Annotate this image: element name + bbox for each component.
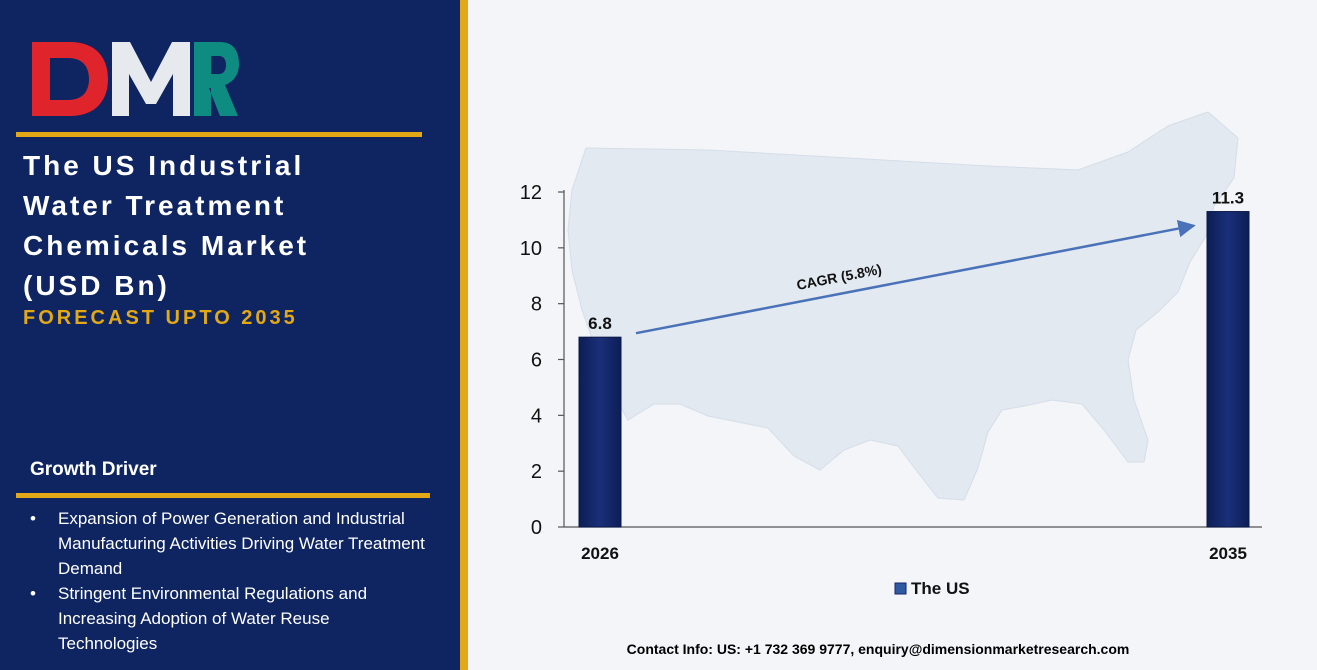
left-panel: The US Industrial Water Treatment Chemic… xyxy=(0,0,460,670)
list-item: • Expansion of Power Generation and Indus… xyxy=(30,506,430,581)
y-tick-label: 12 xyxy=(520,182,542,204)
title-line: The US Industrial xyxy=(23,150,305,181)
data-label: 6.8 xyxy=(588,314,612,333)
gold-divider xyxy=(460,0,468,670)
dmr-logo xyxy=(32,42,239,116)
title-line: Chemicals Market xyxy=(23,230,310,261)
growth-driver-rule xyxy=(16,493,430,498)
us-map-background xyxy=(567,111,1239,501)
x-tick-label: 2035 xyxy=(1209,544,1247,563)
growth-driver-list: • Expansion of Power Generation and Indus… xyxy=(30,506,430,656)
data-label: 11.3 xyxy=(1212,189,1244,208)
cagr-arrow xyxy=(635,219,1196,335)
y-tick-label: 2 xyxy=(531,461,542,483)
growth-driver-heading: Growth Driver xyxy=(30,459,157,480)
bullet-icon: • xyxy=(30,509,36,528)
y-tick-label: 6 xyxy=(531,350,542,372)
chart-area: 0 2 4 6 8 10 12 6.8 2026 11.3 2035 CAGR (5.8%) Th… xyxy=(468,0,1317,670)
page-title: The US Industrial Water Treatment Chemic… xyxy=(23,146,443,306)
bar xyxy=(1206,211,1250,528)
y-tick-label: 0 xyxy=(531,517,542,539)
legend-label: The US xyxy=(911,579,970,598)
growth-driver-text: Stringent Environmental Regulations and … xyxy=(58,584,368,653)
y-tick-label: 8 xyxy=(531,294,542,316)
chart-legend: The US xyxy=(894,579,970,598)
bar xyxy=(578,336,622,528)
x-tick-label: 2026 xyxy=(581,544,619,563)
bullet-icon: • xyxy=(30,584,36,603)
list-item: • Stringent Environmental Regulations and… xyxy=(30,581,430,656)
growth-driver-text: Expansion of Power Generation and Indust… xyxy=(58,509,425,578)
title-line: Water Treatment xyxy=(23,190,287,221)
y-tick-label: 4 xyxy=(531,405,542,427)
contact-info: Contact Info: US: +1 732 369 9777, enqui… xyxy=(626,641,1130,657)
legend-swatch xyxy=(894,582,907,595)
title-line: (USD Bn) xyxy=(23,270,170,301)
forecast-subtitle: FORECAST UPTO 2035 xyxy=(23,307,298,329)
y-tick-label: 10 xyxy=(520,238,542,260)
title-top-rule xyxy=(16,132,422,137)
